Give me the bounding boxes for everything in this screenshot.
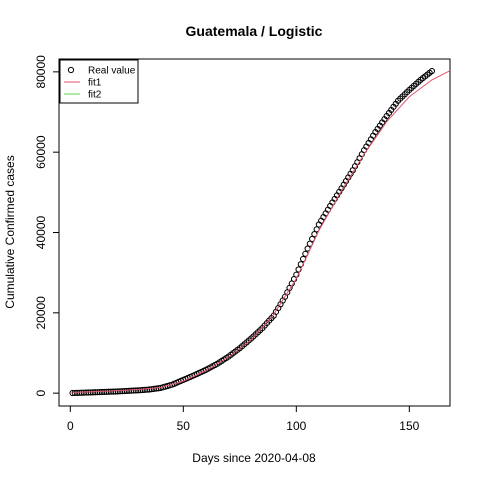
series-layer [69, 67, 451, 397]
chart-title: Guatemala / Logistic [186, 23, 323, 39]
data-point [110, 388, 117, 395]
data-point [137, 387, 144, 394]
data-point [69, 389, 76, 397]
data-point [293, 271, 300, 278]
data-point [92, 389, 99, 396]
data-point [123, 387, 130, 395]
data-point [114, 388, 121, 395]
data-point [96, 389, 103, 396]
y-axis-label: Cumulative Confirmed cases [3, 155, 17, 308]
data-point [139, 386, 146, 394]
data-point [125, 387, 133, 394]
x-tick-label: 50 [177, 419, 191, 433]
data-point [132, 387, 139, 394]
data-point [150, 385, 158, 392]
x-axis: 0 50 100 150 [67, 406, 420, 433]
data-point [105, 388, 112, 395]
data-point [116, 388, 124, 395]
data-point [428, 67, 436, 75]
data-point [148, 386, 155, 393]
y-tick-label: 0 [34, 389, 48, 396]
legend-label: fit1 [88, 78, 102, 89]
y-tick-label: 60000 [34, 135, 48, 169]
legend-label: Real value [88, 66, 136, 77]
data-point [103, 388, 110, 395]
y-tick-label: 20000 [34, 296, 48, 330]
data-point [107, 388, 115, 395]
data-point [144, 386, 151, 393]
legend-label: fit2 [88, 90, 102, 101]
y-tick-label: 80000 [34, 55, 48, 89]
data-point [112, 388, 119, 395]
x-tick-label: 150 [399, 419, 419, 433]
data-point [130, 387, 137, 394]
data-point [98, 388, 106, 396]
series-points-real-value [69, 67, 436, 397]
x-tick-label: 100 [286, 419, 306, 433]
y-tick-label: 40000 [34, 215, 48, 249]
data-point [101, 388, 108, 396]
x-tick-label: 0 [67, 419, 74, 433]
x-axis-label: Days since 2020-04-08 [192, 451, 316, 465]
legend-symbol [67, 66, 75, 74]
data-point [71, 389, 78, 397]
data-point [135, 387, 142, 394]
data-point [121, 387, 128, 395]
data-point [94, 389, 101, 396]
data-point [146, 386, 153, 393]
data-point [128, 387, 135, 394]
series-line-fit1 [72, 70, 451, 394]
y-axis: 0 20000 40000 60000 80000 [34, 55, 59, 396]
data-point [119, 388, 126, 395]
data-point [141, 386, 148, 393]
